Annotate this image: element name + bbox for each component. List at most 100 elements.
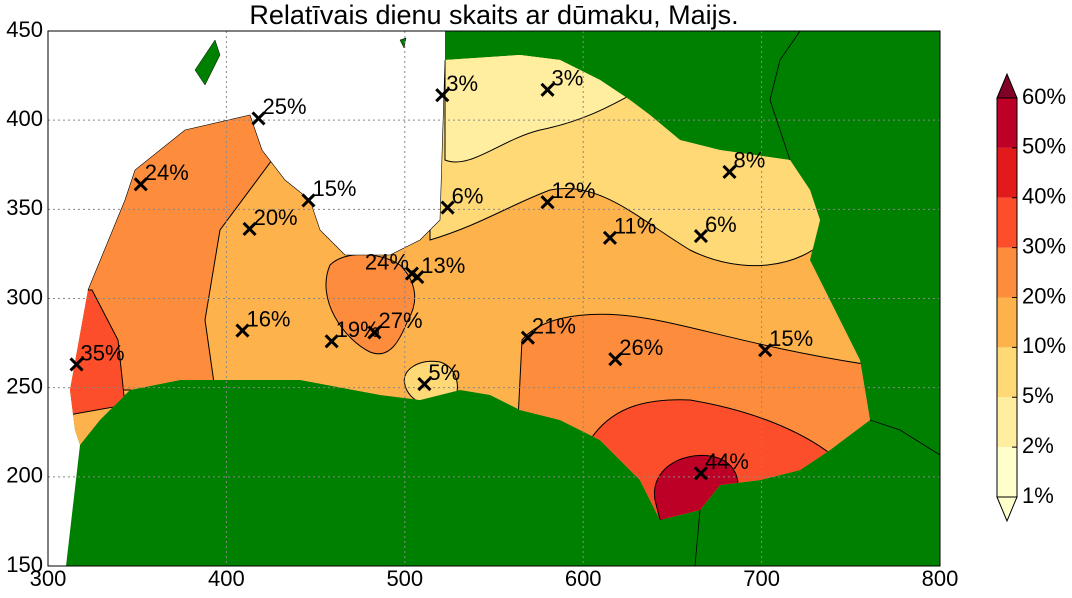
x-tick-label: 600	[565, 566, 602, 591]
marker-cross	[758, 343, 773, 358]
station-marker	[540, 82, 555, 97]
y-tick-label: 300	[6, 284, 43, 309]
data-label: 24%	[145, 160, 189, 185]
chart-title: Relatīvais dienu skaits ar dūmaku, Maijs…	[249, 0, 738, 30]
data-label: 20%	[254, 205, 298, 230]
station-marker	[440, 200, 455, 215]
data-label: 44%	[705, 449, 749, 474]
station-marker	[367, 325, 382, 340]
y-tick-label: 350	[6, 195, 43, 220]
data-label: 12%	[552, 178, 596, 203]
marker-cross	[540, 195, 555, 210]
station-marker	[235, 323, 250, 338]
marker-cross	[69, 357, 84, 372]
marker-cross	[133, 177, 148, 192]
marker-cross	[722, 164, 737, 179]
data-label: 3%	[552, 66, 584, 91]
station-marker	[242, 221, 257, 237]
station-marker	[133, 177, 148, 192]
data-label: 16%	[246, 306, 290, 331]
station-marker	[301, 193, 316, 208]
colorbar-band	[997, 247, 1017, 298]
colorbar-band	[997, 197, 1017, 248]
x-tick-label: 800	[922, 566, 959, 591]
marker-cross	[367, 325, 382, 340]
marker-cross	[235, 323, 250, 338]
data-label: 35%	[81, 340, 125, 365]
station-marker	[520, 330, 535, 345]
x-tick-label: 500	[386, 566, 423, 591]
border	[694, 31, 940, 566]
x-tick-label: 300	[30, 566, 67, 591]
data-label: 21%	[532, 314, 576, 339]
marker-cross	[242, 221, 257, 237]
marker-cross	[440, 200, 455, 215]
colorbar-band	[997, 98, 1017, 148]
data-label: 15%	[312, 176, 356, 201]
data-label: 11%	[614, 214, 656, 239]
colorbar-band	[997, 447, 1017, 497]
station-marker	[69, 357, 84, 372]
marker-cross	[540, 82, 555, 97]
station-marker	[602, 230, 618, 245]
y-tick-label: 200	[6, 463, 43, 488]
marker-cross	[435, 88, 450, 103]
colorbar-label: 2%	[1022, 433, 1054, 458]
station-marker	[435, 88, 450, 103]
colorbar-label: 30%	[1022, 233, 1066, 258]
marker-cross	[301, 193, 316, 208]
marker-cross	[608, 352, 623, 367]
colorbar-label: 5%	[1022, 383, 1054, 408]
station-marker	[251, 111, 266, 126]
station-marker	[417, 377, 432, 392]
station-marker	[722, 164, 737, 179]
data-label: 26%	[619, 335, 663, 360]
y-tick-label: 400	[6, 106, 43, 131]
station-marker	[758, 343, 773, 358]
colorbar-label: 10%	[1022, 333, 1066, 358]
x-tick-label: 400	[208, 566, 245, 591]
station-marker	[324, 334, 339, 349]
colorbar-label: 40%	[1022, 184, 1066, 209]
contour-band	[325, 254, 416, 355]
sea	[48, 31, 445, 566]
colorbar-extension	[996, 496, 1018, 523]
colorbar-band	[997, 147, 1017, 198]
data-label: 13%	[421, 253, 465, 278]
data-label: 6%	[705, 212, 737, 237]
marker-cross	[251, 111, 266, 126]
marker-cross	[417, 377, 432, 392]
station-marker	[693, 229, 709, 244]
colorbar-label: 60%	[1022, 84, 1066, 109]
marker-cross	[602, 230, 618, 245]
data-label: 27%	[378, 308, 422, 333]
colorbar-band	[997, 347, 1017, 398]
station-marker	[410, 270, 425, 285]
colorbar-band	[997, 297, 1017, 348]
y-tick-label: 150	[6, 552, 43, 577]
station-marker	[608, 352, 623, 367]
marker-cross	[410, 270, 425, 285]
marker-cross	[324, 334, 339, 349]
colorbar-extension	[996, 72, 1018, 99]
colorbar-label: 50%	[1022, 134, 1066, 159]
data-label: 15%	[769, 326, 813, 351]
colorbar-band	[997, 397, 1017, 448]
data-label: 8%	[733, 148, 765, 173]
colorbar-label: 1%	[1022, 483, 1054, 508]
station-marker	[540, 195, 555, 210]
colorbar-label: 20%	[1022, 283, 1066, 308]
coastline	[87, 59, 446, 291]
data-label: 3%	[446, 71, 478, 96]
data-label: 25%	[263, 94, 307, 119]
marker-cross	[693, 466, 709, 481]
data-label: 5%	[428, 360, 460, 385]
x-tick-label: 700	[743, 566, 780, 591]
y-tick-label: 250	[6, 373, 43, 398]
station-marker	[693, 466, 709, 481]
marker-cross	[693, 229, 709, 244]
data-label: 6%	[452, 183, 484, 208]
marker-cross	[520, 330, 535, 345]
data-label: 24%	[365, 249, 409, 274]
